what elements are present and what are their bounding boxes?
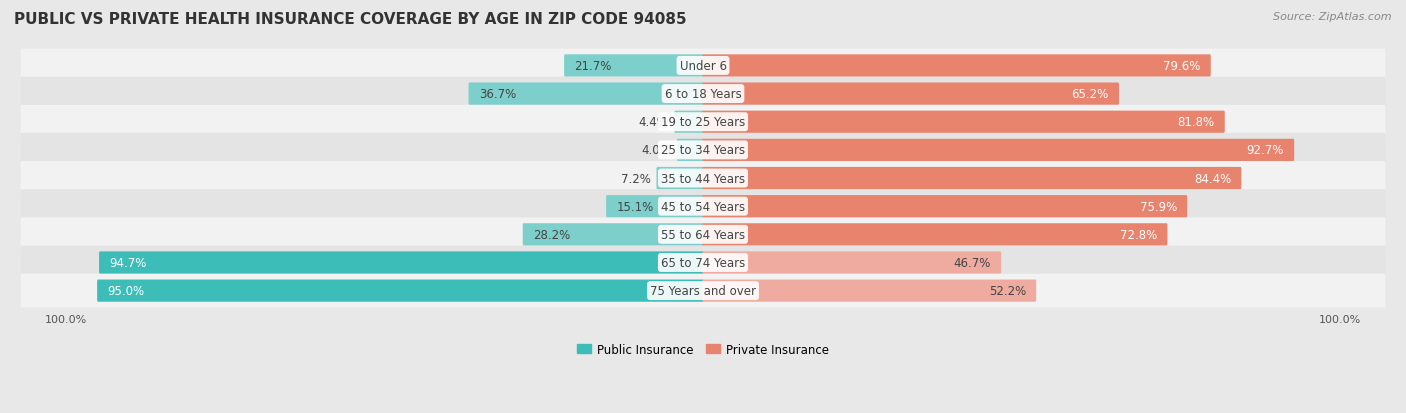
- FancyBboxPatch shape: [21, 274, 1385, 308]
- Text: 79.6%: 79.6%: [1163, 60, 1201, 73]
- FancyBboxPatch shape: [703, 55, 1211, 77]
- Text: 45 to 54 Years: 45 to 54 Years: [661, 200, 745, 213]
- FancyBboxPatch shape: [21, 218, 1385, 252]
- Text: 35 to 44 Years: 35 to 44 Years: [661, 172, 745, 185]
- Text: Source: ZipAtlas.com: Source: ZipAtlas.com: [1274, 12, 1392, 22]
- FancyBboxPatch shape: [21, 78, 1385, 111]
- Text: 25 to 34 Years: 25 to 34 Years: [661, 144, 745, 157]
- Text: 21.7%: 21.7%: [574, 60, 612, 73]
- Text: 7.2%: 7.2%: [621, 172, 651, 185]
- Text: 19 to 25 Years: 19 to 25 Years: [661, 116, 745, 129]
- FancyBboxPatch shape: [703, 252, 1001, 274]
- FancyBboxPatch shape: [523, 224, 703, 246]
- FancyBboxPatch shape: [703, 196, 1187, 218]
- FancyBboxPatch shape: [657, 168, 703, 190]
- Text: 52.2%: 52.2%: [988, 285, 1026, 297]
- Text: 94.7%: 94.7%: [110, 256, 146, 269]
- Text: 84.4%: 84.4%: [1194, 172, 1232, 185]
- Text: 92.7%: 92.7%: [1247, 144, 1284, 157]
- Text: 65 to 74 Years: 65 to 74 Years: [661, 256, 745, 269]
- FancyBboxPatch shape: [21, 134, 1385, 167]
- FancyBboxPatch shape: [564, 55, 703, 77]
- FancyBboxPatch shape: [676, 140, 703, 161]
- FancyBboxPatch shape: [21, 162, 1385, 195]
- Legend: Public Insurance, Private Insurance: Public Insurance, Private Insurance: [572, 338, 834, 361]
- Text: 95.0%: 95.0%: [107, 285, 145, 297]
- Text: 4.4%: 4.4%: [638, 116, 669, 129]
- FancyBboxPatch shape: [21, 246, 1385, 280]
- FancyBboxPatch shape: [606, 196, 703, 218]
- Text: 4.0%: 4.0%: [641, 144, 671, 157]
- FancyBboxPatch shape: [703, 140, 1294, 161]
- FancyBboxPatch shape: [21, 50, 1385, 83]
- Text: Under 6: Under 6: [679, 60, 727, 73]
- FancyBboxPatch shape: [97, 280, 703, 302]
- FancyBboxPatch shape: [98, 252, 703, 274]
- FancyBboxPatch shape: [703, 168, 1241, 190]
- Text: 72.8%: 72.8%: [1121, 228, 1157, 241]
- FancyBboxPatch shape: [21, 106, 1385, 139]
- FancyBboxPatch shape: [703, 112, 1225, 133]
- Text: 36.7%: 36.7%: [479, 88, 516, 101]
- Text: 75.9%: 75.9%: [1140, 200, 1177, 213]
- Text: 28.2%: 28.2%: [533, 228, 571, 241]
- FancyBboxPatch shape: [675, 112, 703, 133]
- FancyBboxPatch shape: [468, 83, 703, 105]
- Text: 55 to 64 Years: 55 to 64 Years: [661, 228, 745, 241]
- FancyBboxPatch shape: [703, 83, 1119, 105]
- Text: 15.1%: 15.1%: [616, 200, 654, 213]
- Text: 6 to 18 Years: 6 to 18 Years: [665, 88, 741, 101]
- FancyBboxPatch shape: [703, 280, 1036, 302]
- FancyBboxPatch shape: [21, 190, 1385, 223]
- Text: 46.7%: 46.7%: [953, 256, 991, 269]
- Text: 75 Years and over: 75 Years and over: [650, 285, 756, 297]
- Text: 65.2%: 65.2%: [1071, 88, 1109, 101]
- Text: PUBLIC VS PRIVATE HEALTH INSURANCE COVERAGE BY AGE IN ZIP CODE 94085: PUBLIC VS PRIVATE HEALTH INSURANCE COVER…: [14, 12, 686, 27]
- Text: 81.8%: 81.8%: [1177, 116, 1215, 129]
- FancyBboxPatch shape: [703, 224, 1167, 246]
